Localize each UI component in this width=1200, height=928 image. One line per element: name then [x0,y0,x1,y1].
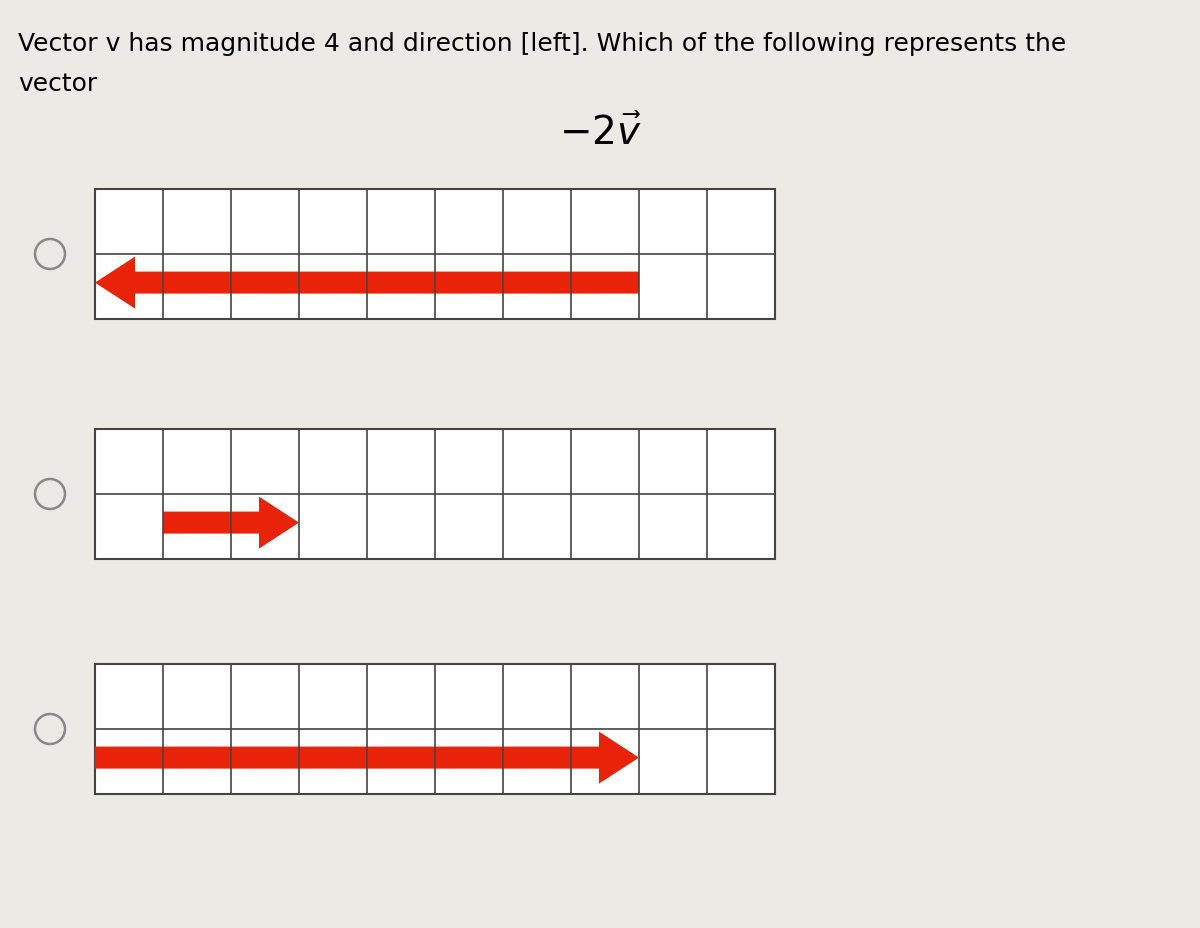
Polygon shape [163,497,299,549]
Bar [95,664,775,794]
Polygon shape [95,732,640,784]
Text: $-2\vec{v}$: $-2\vec{v}$ [559,115,641,153]
Bar [95,190,775,319]
Polygon shape [95,257,640,309]
Text: vector: vector [18,72,97,96]
Bar [95,430,775,560]
Text: Vector v has magnitude 4 and direction [left]. Which of the following represents: Vector v has magnitude 4 and direction [… [18,32,1067,56]
